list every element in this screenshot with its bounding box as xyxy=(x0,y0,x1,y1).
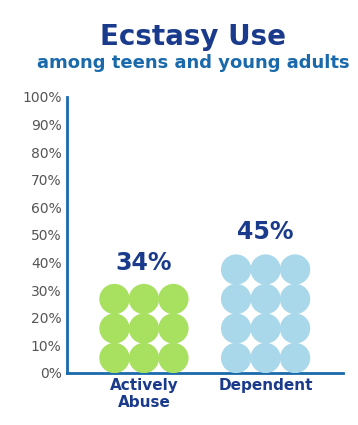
Text: 45%: 45% xyxy=(237,220,294,244)
Ellipse shape xyxy=(251,343,280,372)
Ellipse shape xyxy=(251,285,280,314)
Ellipse shape xyxy=(281,285,310,314)
Ellipse shape xyxy=(222,285,251,314)
Ellipse shape xyxy=(100,314,129,343)
Ellipse shape xyxy=(100,343,129,372)
Ellipse shape xyxy=(130,285,158,314)
Ellipse shape xyxy=(159,314,188,343)
Ellipse shape xyxy=(251,314,280,343)
Ellipse shape xyxy=(222,314,251,343)
Ellipse shape xyxy=(130,343,158,372)
Text: 34%: 34% xyxy=(116,251,172,275)
Ellipse shape xyxy=(159,343,188,372)
Ellipse shape xyxy=(281,255,310,284)
Ellipse shape xyxy=(222,255,251,284)
Ellipse shape xyxy=(100,285,129,314)
Ellipse shape xyxy=(159,285,188,314)
Text: among teens and young adults: among teens and young adults xyxy=(37,54,350,72)
Ellipse shape xyxy=(281,343,310,372)
Ellipse shape xyxy=(130,314,158,343)
Ellipse shape xyxy=(251,255,280,284)
Ellipse shape xyxy=(281,314,310,343)
Text: Ecstasy Use: Ecstasy Use xyxy=(100,23,286,51)
Ellipse shape xyxy=(222,343,251,372)
